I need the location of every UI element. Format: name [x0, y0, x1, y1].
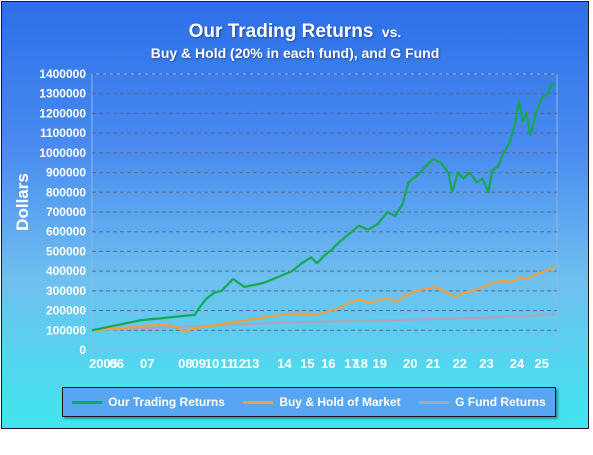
x-tick-label: 13 [245, 356, 259, 371]
legend: Our Trading Returns Buy & Hold of Market… [62, 387, 556, 417]
chart-svg: 0 100000 200000 300000 400000 500000 600000 700… [13, 67, 558, 371]
y-tick-label: 1400000 [39, 67, 86, 81]
y-tick-label: 600000 [46, 225, 86, 239]
chart-frame: Our Trading Returns vs. Buy & Hold (20% … [1, 1, 589, 429]
x-tick-label: 09 [191, 356, 205, 371]
chart-title-main: Our Trading Returns [188, 21, 374, 42]
x-tick-label: 18 [353, 356, 367, 371]
x-tick-label: 20 [403, 356, 417, 371]
y-tick-labels: 0 100000 200000 300000 400000 500000 600000 700… [39, 67, 86, 357]
x-tick-label: 2005 [89, 356, 118, 371]
x-tick-label: 25 [535, 356, 549, 371]
x-tick-label: 10 [205, 356, 219, 371]
series-line-our-trading-returns [91, 82, 556, 332]
series-line-buy-hold-of-market [91, 266, 556, 333]
x-tick-label: 12 [232, 356, 246, 371]
y-tick-label: 200000 [46, 304, 86, 318]
x-tick-label: 06 [110, 356, 124, 371]
y-tick-label: 500000 [46, 244, 86, 258]
x-tick-label: 22 [453, 356, 467, 371]
x-tick-label: 15 [300, 356, 314, 371]
legend-swatch [419, 400, 450, 404]
x-tick-label: 07 [140, 356, 154, 371]
x-tick-label: 14 [277, 356, 292, 371]
y-tick-label: 1000000 [39, 146, 86, 160]
series-lines [91, 82, 556, 333]
x-tick-label: 19 [373, 356, 387, 371]
y-tick-label: 700000 [46, 205, 86, 219]
y-tick-label: 100000 [46, 323, 86, 337]
legend-label: G Fund Returns [455, 395, 546, 409]
y-tick-label: 300000 [46, 284, 86, 298]
chart-title-suffix: vs. [381, 24, 402, 40]
x-tick-label: 23 [479, 356, 493, 371]
legend-item: Buy & Hold of Market [243, 395, 401, 409]
y-tick-label: 900000 [46, 166, 86, 180]
chart-subtitle: Buy & Hold (20% in each fund), and G Fun… [150, 45, 440, 61]
y-tick-label: 1100000 [40, 126, 86, 140]
y-tick-label: 0 [79, 343, 86, 357]
legend-swatch [72, 400, 103, 404]
legend-swatch [243, 400, 274, 404]
y-tick-label: 1200000 [39, 106, 86, 120]
x-tick-label: 16 [321, 356, 335, 371]
y-tick-label: 800000 [46, 185, 86, 199]
series-line-g-fund-returns [91, 313, 556, 332]
x-tick-label: 17 [344, 356, 358, 371]
y-tick-label: 400000 [46, 264, 86, 278]
y-tick-label: 1300000 [39, 87, 86, 101]
x-tick-label: 08 [178, 356, 192, 371]
x-tick-label: 11 [220, 356, 234, 371]
legend-label: Our Trading Returns [108, 395, 225, 409]
x-tick-label: 21 [426, 356, 440, 371]
y-axis-label: Dollars [13, 173, 32, 231]
gridlines [92, 73, 557, 331]
legend-label: Buy & Hold of Market [279, 395, 401, 409]
legend-item: G Fund Returns [419, 395, 546, 409]
chart-title: Our Trading Returns vs. [2, 21, 588, 43]
legend-item: Our Trading Returns [72, 395, 225, 409]
x-tick-label: 24 [510, 356, 525, 371]
